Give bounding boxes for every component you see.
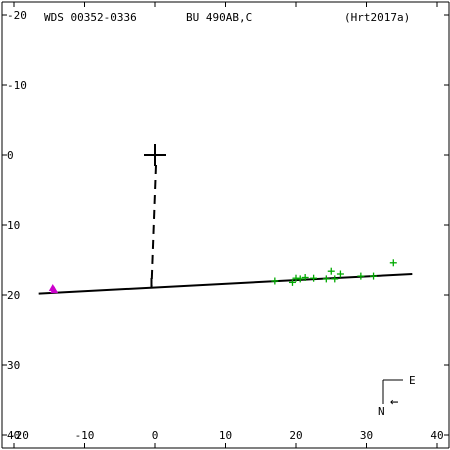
fit-line-group (38, 273, 413, 295)
x-tick-label: 30 (360, 429, 373, 442)
magenta-observations (48, 284, 59, 294)
observation-point-magenta (50, 286, 59, 294)
observation-point-green (288, 278, 296, 286)
y-tick-label: 30 (7, 359, 20, 372)
primary-marker-group (144, 144, 166, 166)
observation-point-green (327, 267, 335, 275)
y-tick-label: -10 (7, 79, 27, 92)
observation-point-green (370, 272, 378, 280)
x-tick-label: -10 (75, 429, 95, 442)
observation-point-green (310, 274, 318, 282)
wds-id: WDS 00352-0336 (44, 11, 137, 24)
observation-point-green (389, 259, 397, 267)
fit-line (38, 273, 413, 295)
x-tick-label: 40 (430, 429, 443, 442)
y-tick-label: -20 (7, 9, 27, 22)
x-tick-label: -20 (9, 429, 29, 442)
x-tick-label: 0 (152, 429, 159, 442)
y-tick-label: 40 (7, 429, 20, 442)
observation-point-green (322, 275, 330, 283)
compass-north-label: N (378, 405, 385, 418)
observation-point-green (331, 275, 339, 283)
discoverer-designation: BU 490AB,C (186, 11, 252, 24)
observation-point-green (301, 274, 309, 281)
connector-group (150, 164, 157, 289)
green-observations (271, 259, 397, 286)
y-tick-label: 10 (7, 219, 20, 232)
y-tick-label: 0 (7, 149, 14, 162)
x-tick-label: 10 (219, 429, 232, 442)
y-tick-label: 20 (7, 289, 20, 302)
reference-code: (Hrt2017a) (344, 11, 410, 24)
connector-line (150, 164, 157, 289)
observation-point-green (357, 272, 365, 280)
observation-point-green (296, 275, 304, 283)
observation-point-green (336, 270, 344, 278)
observation-point-green (292, 274, 300, 282)
observation-point-green (271, 277, 279, 285)
compass-arrow-icon: ← (390, 394, 398, 410)
x-tick-label: 20 (289, 429, 302, 442)
compass-indicator: E N ← (378, 374, 416, 418)
compass-east-label: E (409, 374, 416, 387)
